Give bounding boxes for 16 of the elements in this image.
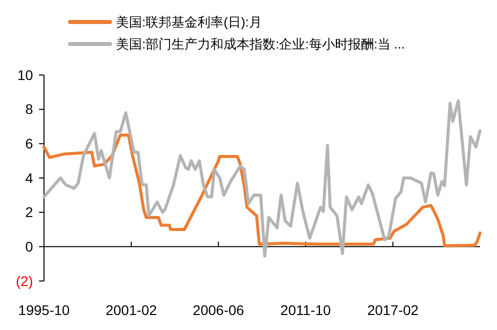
- x-tick-label: 2017-02: [367, 302, 419, 318]
- y-tick-label: 2: [25, 204, 34, 220]
- x-tick-label: 1995-10: [18, 302, 70, 318]
- x-tick-label: 2011-10: [280, 302, 331, 318]
- y-tick-label: (2): [16, 272, 33, 289]
- y-tick-label: 0: [25, 238, 34, 255]
- y-tick-label: 10: [17, 66, 34, 83]
- y-tick-label: 6: [25, 136, 34, 152]
- line-series: [42, 134, 482, 248]
- x-tick-label: 2006-06: [192, 302, 244, 318]
- x-tick-label: 2001-02: [106, 302, 158, 318]
- legend-label: 美国:部门生产力和成本指数:企业:每小时报酬:当 ...: [116, 36, 405, 52]
- y-tick-label: 4: [25, 170, 34, 186]
- line-series: [42, 99, 482, 258]
- legend-label: 美国:联邦基金利率(日):月: [116, 14, 262, 30]
- y-tick-label: 8: [25, 101, 34, 118]
